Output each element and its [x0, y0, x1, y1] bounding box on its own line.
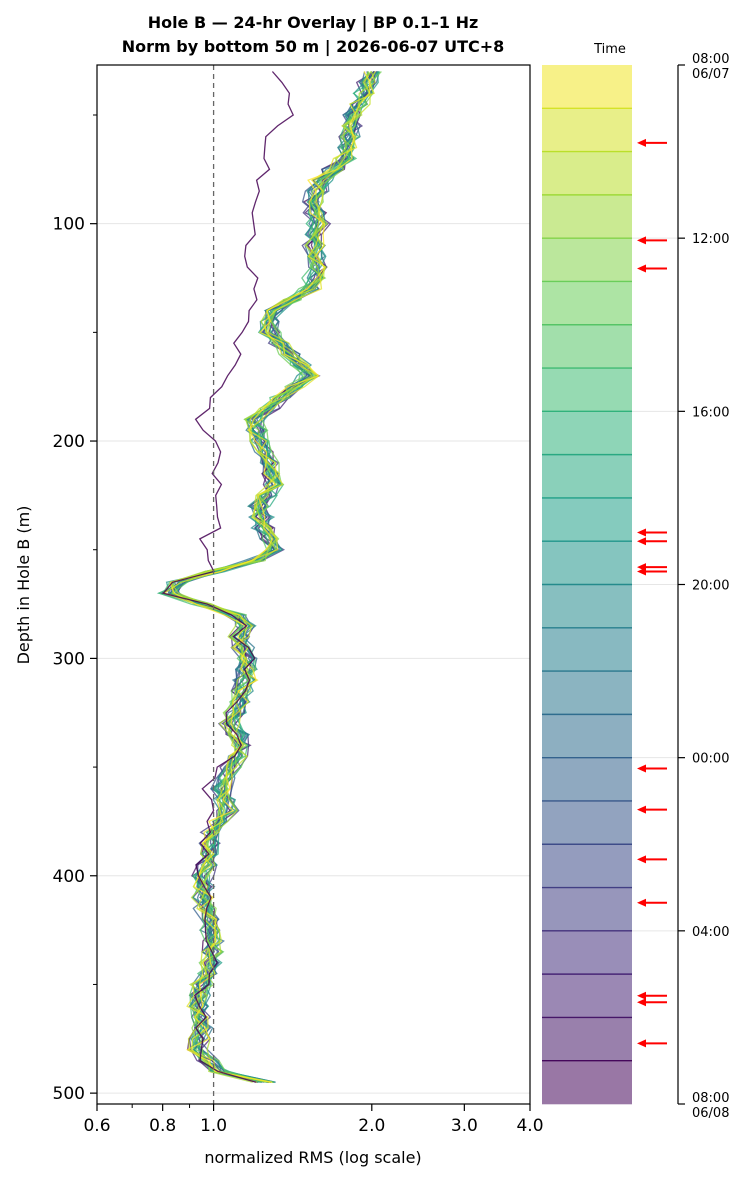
colorbar-band-2 [542, 151, 632, 196]
x-axis-label: normalized RMS (log scale) [204, 1148, 421, 1167]
event-arrow-head-13 [637, 1039, 646, 1048]
colorbar-band-1 [542, 108, 632, 152]
colorbar-band-23 [542, 1060, 632, 1105]
event-arrow-12 [637, 998, 667, 1007]
colorbar-band-17 [542, 800, 632, 845]
colorbar-band-22 [542, 1017, 632, 1062]
colorbar-tick-label-0: 08:00 [692, 52, 729, 67]
event-arrow-head-2 [637, 264, 646, 273]
colorbar-tick-label-5: 04:00 [692, 925, 729, 940]
colorbar-band-3 [542, 194, 632, 239]
y-tick-label-2: 300 [53, 649, 85, 669]
x-tick-label-1: 0.8 [149, 1116, 176, 1136]
chart-title-line2: Norm by bottom 50 m | 2026-06-07 UTC+8 [122, 37, 505, 57]
event-arrow-head-8 [637, 805, 646, 814]
event-arrow-6 [637, 567, 667, 576]
y-axis-ticks: 100 200 300 400 500 [53, 114, 97, 1104]
colorbar-band-18 [542, 844, 632, 888]
colorbar-band-21 [542, 974, 632, 1018]
event-arrow-7 [637, 764, 667, 773]
colorbar-band-11 [542, 541, 632, 585]
colorbar-band-20 [542, 930, 632, 975]
colorbar-tick-label-4: 00:00 [692, 752, 729, 767]
colorbar-tick-sublabel-6: 06/08 [692, 1106, 729, 1121]
colorbar-band-14 [542, 671, 632, 715]
gridlines [97, 223, 530, 1094]
colorbar-band-5 [542, 281, 632, 326]
x-tick-label-5: 4.0 [516, 1116, 543, 1136]
y-tick-label-3: 400 [53, 867, 85, 887]
event-arrow-head-1 [637, 236, 646, 245]
y-tick-label-0: 100 [53, 215, 85, 235]
event-arrow-13 [637, 1039, 667, 1048]
colorbar-label: Time [593, 42, 626, 57]
event-arrow-3 [637, 528, 667, 537]
colorbar [542, 65, 678, 1105]
x-tick-label-3: 2.0 [358, 1116, 385, 1136]
event-arrow-head-6 [637, 567, 646, 576]
rms-curve-outlier [162, 71, 295, 1083]
event-arrow-head-12 [637, 998, 646, 1007]
colorbar-band-15 [542, 714, 632, 758]
x-axis-ticks: 0.6 0.8 1.0 2.0 3.0 4.0 [83, 1104, 544, 1136]
colorbar-band-8 [542, 411, 632, 455]
colorbar-band-13 [542, 627, 632, 672]
event-arrow-1 [637, 236, 667, 245]
event-arrow-4 [637, 537, 667, 546]
y-axis-label: Depth in Hole B (m) [14, 506, 33, 665]
y-tick-label-4: 500 [53, 1084, 85, 1104]
colorbar-band-12 [542, 584, 632, 629]
colorbar-band-4 [542, 238, 632, 282]
colorbar-band-16 [542, 757, 632, 802]
rms-curve-22 [162, 71, 376, 1083]
colorbar-tick-label-2: 16:00 [692, 405, 729, 420]
colorbar-band-6 [542, 324, 632, 369]
chart-title-line1: Hole B — 24-hr Overlay | BP 0.1–1 Hz [148, 13, 479, 33]
event-arrow-head-9 [637, 855, 646, 864]
x-tick-label-2: 1.0 [200, 1116, 227, 1136]
colorbar-band-10 [542, 497, 632, 542]
event-arrow-head-4 [637, 537, 646, 546]
event-arrow-0 [637, 138, 667, 147]
event-arrow-10 [637, 898, 667, 907]
event-arrow-head-3 [637, 528, 646, 537]
colorbar-band-0 [542, 65, 632, 109]
x-tick-label-0: 0.6 [83, 1116, 110, 1136]
colorbar-tick-label-6: 08:00 [692, 1091, 729, 1106]
colorbar-band-19 [542, 887, 632, 932]
colorbar-band-9 [542, 454, 632, 499]
rms-curves [156, 70, 382, 1083]
event-arrow-head-0 [637, 138, 646, 147]
event-arrow-2 [637, 264, 667, 273]
colorbar-tick-label-1: 12:00 [692, 232, 729, 247]
event-arrow-11 [637, 991, 667, 1000]
y-tick-label-1: 200 [53, 432, 85, 452]
x-tick-label-4: 3.0 [451, 1116, 478, 1136]
event-arrows [637, 138, 667, 1048]
colorbar-tick-label-3: 20:00 [692, 579, 729, 594]
colorbar-tick-sublabel-0: 06/07 [692, 67, 729, 82]
event-arrow-9 [637, 855, 667, 864]
colorbar-axis: 08:0006/0712:0016:0020:0000:0004:0008:00… [677, 52, 729, 1121]
event-arrow-head-7 [637, 764, 646, 773]
event-arrow-head-10 [637, 898, 646, 907]
event-arrow-head-11 [637, 991, 646, 1000]
plot-area-frame [96, 64, 531, 1105]
colorbar-band-7 [542, 368, 632, 412]
event-arrow-8 [637, 805, 667, 814]
